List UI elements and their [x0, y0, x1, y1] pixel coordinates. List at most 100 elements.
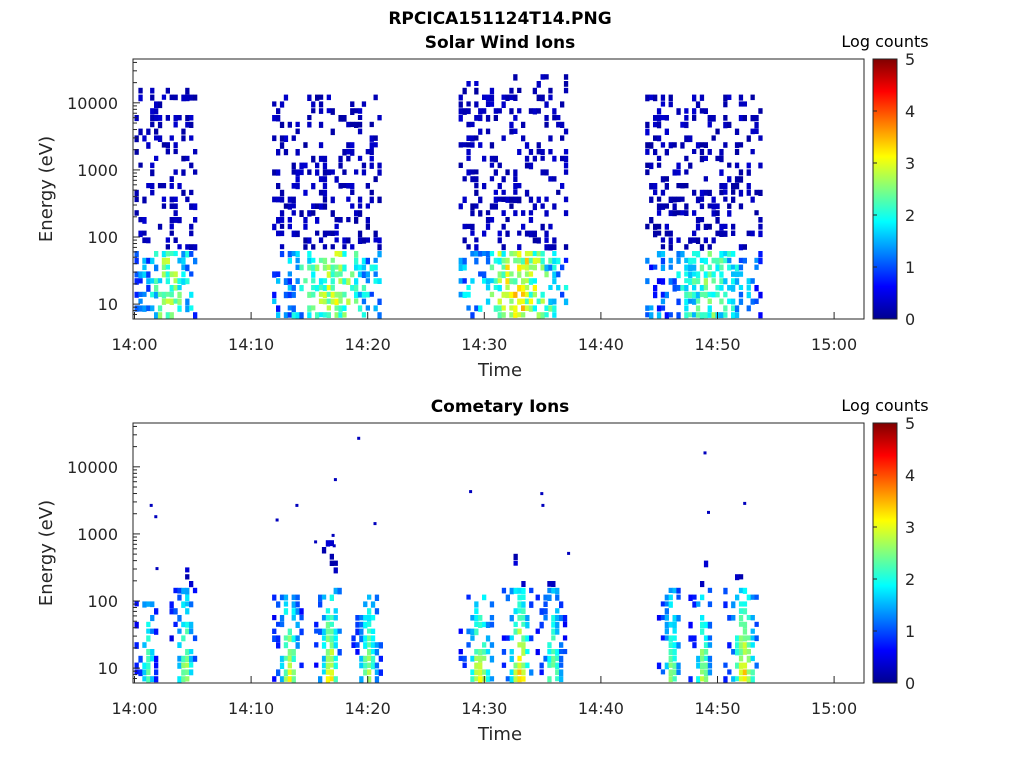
heatmap-cell: [521, 635, 526, 642]
heatmap-cell: [185, 662, 190, 668]
heatmap-cell: [355, 642, 360, 648]
heatmap-cell: [738, 635, 744, 642]
heatmap-cell: [326, 230, 331, 236]
heatmap-cell: [539, 621, 544, 629]
heatmap-cell: [346, 217, 351, 223]
heatmap-cell: [466, 285, 471, 291]
heatmap-cell: [660, 601, 666, 607]
heatmap-cell: [291, 162, 296, 170]
heatmap-cell: [758, 217, 763, 223]
heatmap-cell: [684, 305, 689, 312]
heatmap-cell: [181, 669, 186, 676]
heatmap-cell: [501, 305, 506, 311]
heatmap-cell: [482, 271, 487, 279]
heatmap-cell: [482, 94, 487, 100]
heatmap-cell: [727, 669, 732, 675]
heatmap-cell: [653, 285, 658, 292]
heatmap-cell: [177, 615, 182, 622]
heatmap-cell: [723, 312, 728, 318]
heatmap-cell: [321, 628, 327, 635]
heatmap-cell: [513, 312, 518, 318]
heatmap-cell: [361, 285, 367, 291]
heatmap-cell: [551, 635, 556, 641]
heatmap-cell: [750, 298, 755, 305]
heatmap-cell: [291, 669, 296, 676]
heatmap-cell: [177, 587, 182, 594]
heatmap-cell: [315, 217, 320, 224]
heatmap-cell: [750, 655, 755, 662]
heatmap-cell: [649, 305, 654, 311]
heatmap-cell: [703, 662, 709, 669]
heatmap-cell: [367, 676, 372, 683]
heatmap-cell: [326, 94, 331, 101]
heatmap-cell: [177, 285, 182, 291]
heatmap-cell: [645, 128, 650, 136]
heatmap-cell: [330, 230, 335, 236]
heatmap-cell: [559, 676, 564, 683]
heatmap-cell: [715, 264, 720, 272]
heatmap-cell: [731, 615, 736, 621]
heatmap-cell: [354, 291, 359, 299]
heatmap-cell: [695, 217, 701, 224]
heatmap-cell: [695, 305, 701, 312]
heatmap-cell: [692, 285, 697, 291]
heatmap-cell: [142, 291, 147, 297]
heatmap-cell: [703, 635, 709, 641]
heatmap-cell: [555, 587, 560, 595]
heatmap-cell: [365, 271, 370, 278]
heatmap-cell: [169, 298, 174, 305]
heatmap-cell: [517, 264, 522, 272]
heatmap-cell: [466, 81, 471, 87]
heatmap-cell: [505, 196, 510, 203]
heatmap-cell: [287, 649, 292, 656]
heatmap-cell: [478, 196, 483, 204]
heatmap-cell: [700, 581, 705, 588]
heatmap-cell: [326, 271, 331, 278]
heatmap-cell: [548, 285, 553, 290]
heatmap-cell: [474, 608, 479, 615]
heatmap-cell: [536, 81, 541, 88]
heatmap-cell: [365, 223, 370, 230]
heatmap-cell: [536, 257, 541, 264]
heatmap-cell: [193, 169, 198, 175]
heatmap-cell: [474, 649, 479, 655]
heatmap-cell: [142, 217, 147, 224]
heatmap-cell: [276, 196, 281, 203]
heatmap-cell: [315, 169, 320, 176]
heatmap-cell: [150, 655, 155, 662]
heatmap-cell: [493, 278, 498, 284]
heatmap-cell: [544, 271, 549, 278]
heatmap-cell: [543, 615, 548, 621]
heatmap-cell: [189, 581, 194, 588]
heatmap-cell: [142, 305, 147, 312]
heatmap-cell: [333, 628, 338, 635]
heatmap-cell: [146, 278, 151, 285]
heatmap-cell: [695, 237, 701, 244]
heatmap-cell: [173, 169, 178, 175]
heatmap-cell: [699, 264, 705, 272]
heatmap-cell: [653, 230, 658, 238]
heatmap-cell: [672, 621, 677, 629]
heatmap-cell: [150, 278, 155, 284]
heatmap-cell: [672, 615, 677, 622]
heatmap-cell: [668, 635, 673, 642]
heatmap-cell: [357, 264, 363, 271]
heatmap-cell: [493, 305, 498, 312]
heatmap-cell: [193, 149, 198, 155]
heatmap-cell: [509, 196, 514, 203]
heatmap-cell: [181, 135, 186, 142]
heatmap-cell: [354, 169, 359, 175]
heatmap-cell: [325, 621, 331, 629]
heatmap-cell: [193, 244, 198, 251]
heatmap-cell: [692, 298, 697, 305]
heatmap-cell: [291, 305, 296, 313]
x-tick-label: 14:20: [345, 335, 391, 354]
heatmap-cell: [528, 196, 534, 203]
heatmap-cell: [314, 621, 319, 628]
heatmap-cell: [645, 162, 650, 168]
heatmap-cell: [738, 601, 744, 607]
heatmap-cell: [676, 162, 681, 169]
heatmap-cell: [367, 649, 372, 656]
heatmap-cell: [742, 621, 748, 629]
heatmap-cell: [318, 101, 324, 108]
